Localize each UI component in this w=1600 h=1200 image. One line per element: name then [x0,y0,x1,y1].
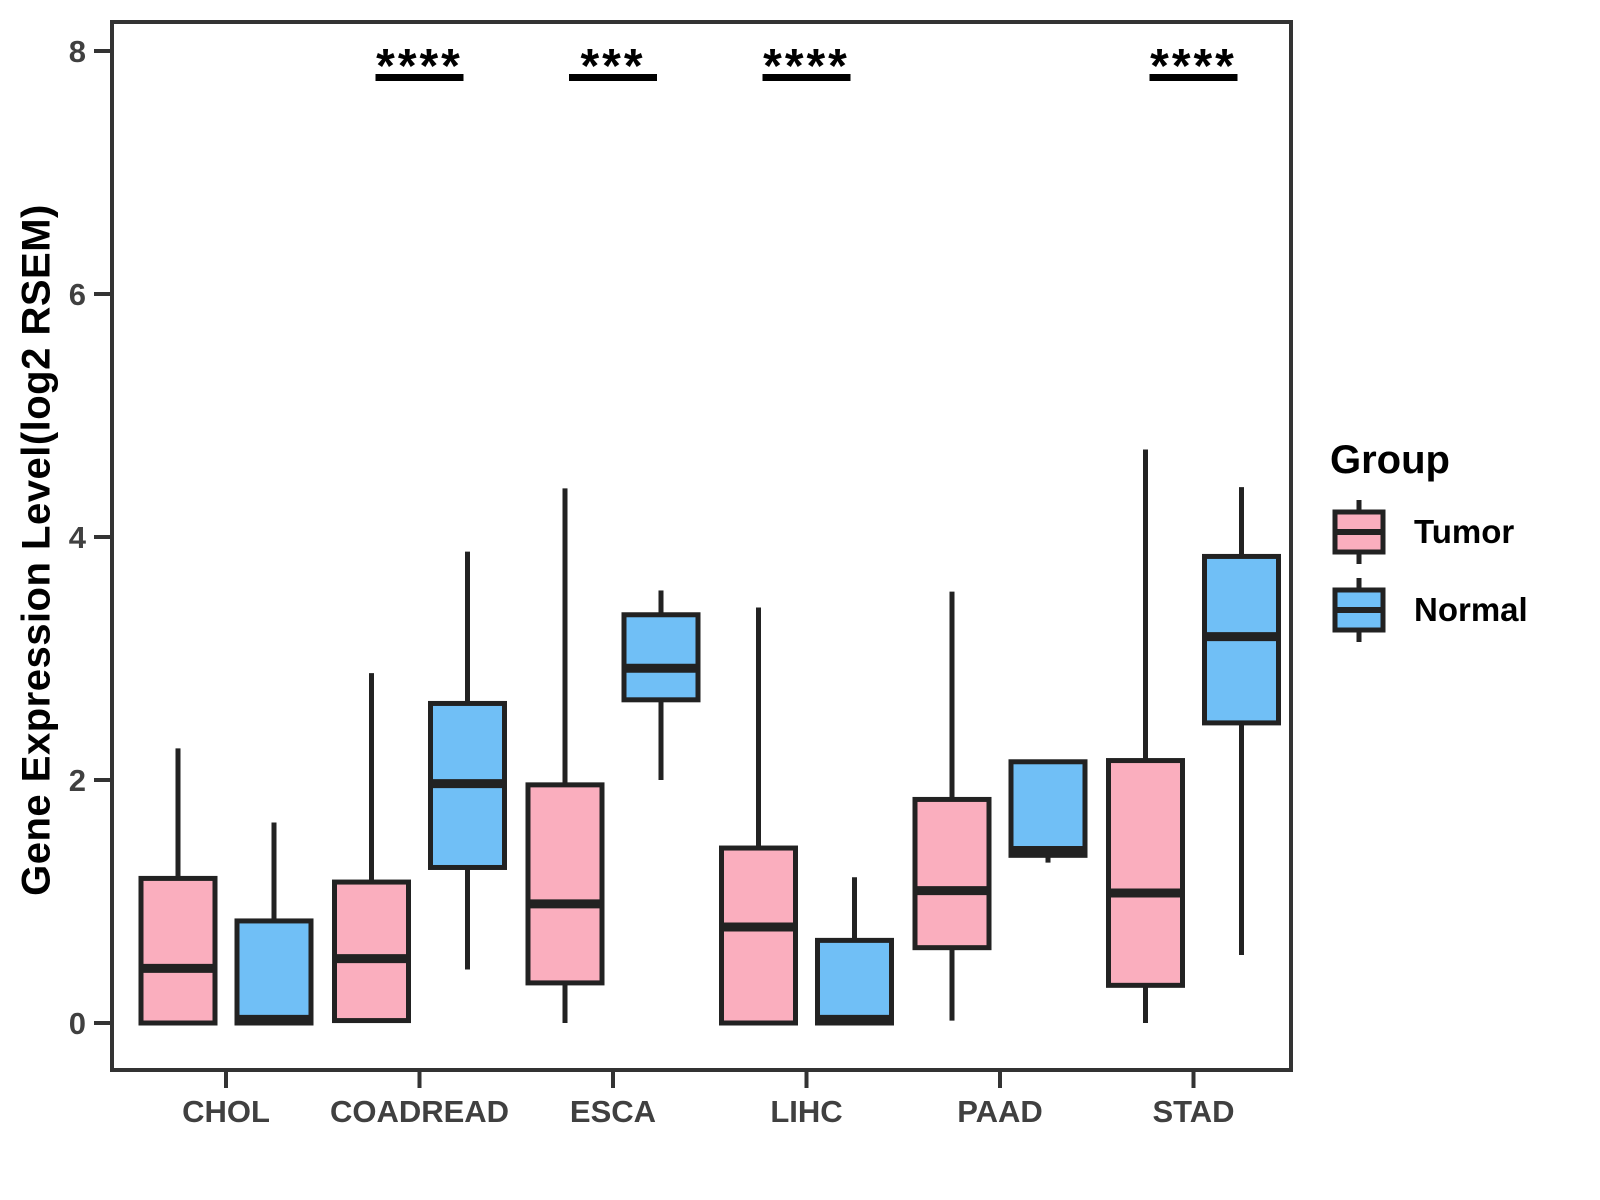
box-lihc-normal [815,937,894,1026]
significance-stars-esca: *** [580,40,645,93]
legend: Group Tumor Normal [1330,438,1590,645]
box-stad-tumor [1106,758,1185,988]
plot-panel-border [110,20,1293,1072]
y-axis-title: Gene Expression Level(log2 RSEM) [14,204,59,896]
x-tick-label-esca: ESCA [570,1094,656,1129]
box-esca-tumor [525,782,605,986]
significance-bar-stad [1149,74,1238,81]
normal-boxplot-icon [1332,578,1386,642]
box-paad-tumor [912,796,992,951]
significance-stars-stad: **** [1150,40,1237,93]
y-tick-label: 6 [69,277,86,312]
box-lihc-tumor [719,845,798,1026]
y-tick-label: 2 [69,763,86,798]
x-tick-label-paad: PAAD [957,1094,1043,1129]
box-paad-normal [1008,759,1088,858]
legend-item-tumor: Tumor [1330,497,1590,567]
significance-bar-esca [569,74,657,81]
legend-label-normal: Normal [1414,591,1528,628]
significance-stars-lihc: **** [763,40,850,93]
significance-stars-coadread: **** [376,40,463,93]
significance-bar-coadread [375,74,464,81]
legend-label-tumor: Tumor [1414,513,1515,550]
box-coadread-tumor [332,879,411,1024]
x-tick-label-lihc: LIHC [770,1094,842,1129]
box-chol-tumor [138,875,218,1026]
tumor-boxplot-icon [1332,500,1386,564]
legend-item-normal: Normal [1330,575,1590,645]
box-esca-normal [621,612,701,703]
x-tick-label-chol: CHOL [182,1094,270,1129]
box-chol-normal [234,918,314,1026]
y-tick-label: 0 [69,1006,86,1041]
y-tick-label: 4 [69,520,87,555]
x-tick-label-stad: STAD [1152,1094,1234,1129]
x-tick-label-coadread: COADREAD [330,1094,509,1129]
significance-bar-lihc [762,74,851,81]
y-tick-label: 8 [69,34,86,69]
legend-title: Group [1330,438,1450,482]
